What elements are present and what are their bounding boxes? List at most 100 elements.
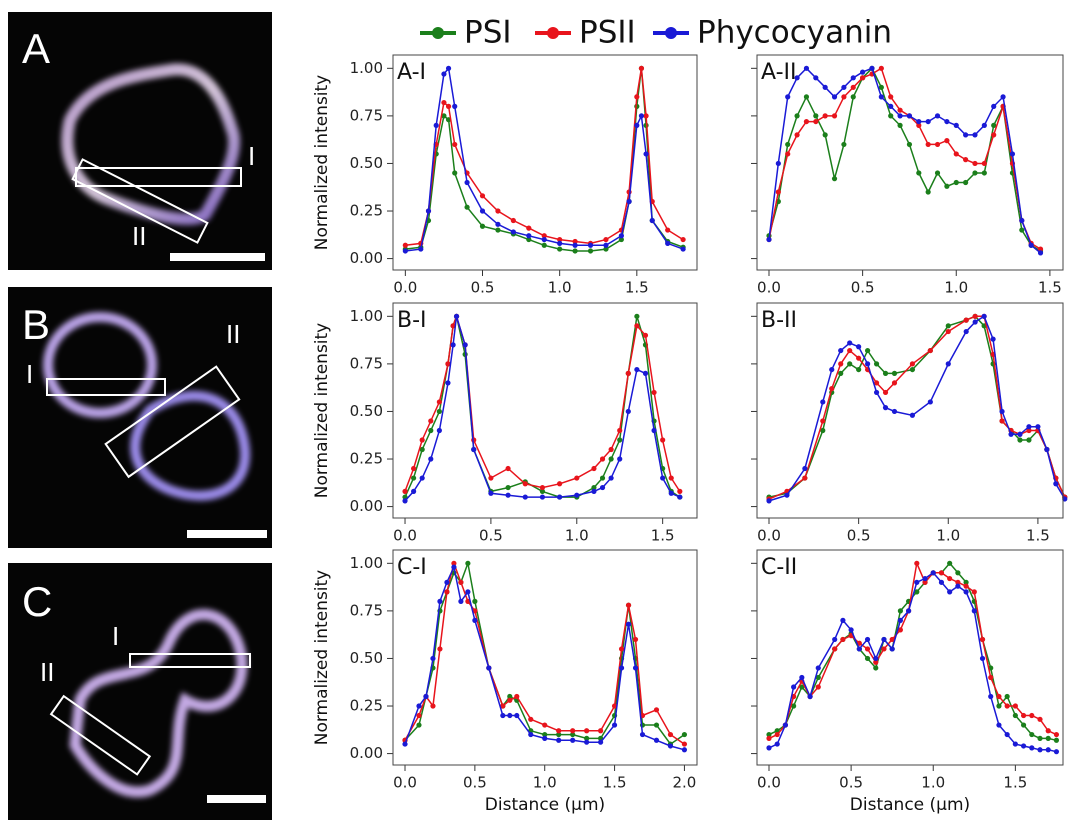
data-point xyxy=(909,412,916,418)
data-point xyxy=(945,328,951,335)
data-point xyxy=(840,617,846,623)
chart: 0.00 0.25 0.50 0.75 1.00 0.0 0.5 1.0 1.5 B-I Norma… xyxy=(312,302,698,545)
cell xyxy=(61,63,241,226)
data-point xyxy=(634,122,640,128)
data-point xyxy=(505,465,511,472)
panel-letter: A xyxy=(22,25,50,72)
data-point xyxy=(971,608,977,614)
data-point xyxy=(864,655,871,662)
data-point xyxy=(528,716,534,722)
data-point xyxy=(972,170,978,176)
y-tick-label: 0.00 xyxy=(350,744,383,762)
data-point xyxy=(618,646,625,652)
data-point xyxy=(437,598,443,604)
data-point xyxy=(971,589,977,595)
data-point xyxy=(991,103,997,109)
data-point xyxy=(829,366,835,373)
data-point xyxy=(618,233,624,239)
data-point xyxy=(882,405,889,411)
data-point xyxy=(766,236,772,243)
data-point xyxy=(450,342,456,348)
data-point xyxy=(668,475,674,481)
data-point xyxy=(766,745,772,751)
data-point xyxy=(510,229,516,235)
data-point xyxy=(916,170,922,176)
data-point xyxy=(774,741,780,747)
data-point xyxy=(639,731,646,738)
panel-title: B-I xyxy=(397,308,427,333)
data-point xyxy=(1028,242,1034,248)
data-point xyxy=(591,488,597,494)
data-point xyxy=(953,122,959,128)
data-point xyxy=(444,589,450,595)
data-point xyxy=(925,189,931,195)
data-point xyxy=(888,103,894,109)
x-tick-label: 1.5 xyxy=(1003,774,1027,792)
data-point xyxy=(500,703,506,709)
panel-title: B-II xyxy=(761,308,797,333)
data-point xyxy=(643,151,649,157)
data-point xyxy=(665,227,671,233)
data-point xyxy=(1004,693,1010,700)
data-point xyxy=(584,739,590,745)
data-point xyxy=(820,427,826,434)
data-point xyxy=(864,646,871,652)
data-point xyxy=(873,665,879,671)
x-tick-label: 1.0 xyxy=(548,279,572,297)
cell xyxy=(43,312,157,418)
data-point xyxy=(832,636,838,643)
legend-label: Phycocyanin xyxy=(697,15,892,51)
data-point xyxy=(625,602,632,608)
roi-box xyxy=(49,694,152,776)
data-point xyxy=(820,418,826,424)
data-point xyxy=(452,170,458,176)
data-point xyxy=(1020,743,1027,749)
data-point xyxy=(479,208,486,214)
data-point xyxy=(488,475,494,481)
data-point xyxy=(860,69,866,75)
data-point xyxy=(436,408,442,415)
data-point xyxy=(1026,424,1032,430)
legend-marker xyxy=(432,27,444,39)
data-point xyxy=(934,141,941,148)
data-point xyxy=(603,246,609,252)
data-point xyxy=(634,366,640,373)
data-point xyxy=(873,361,880,367)
plot-frame xyxy=(392,549,698,766)
data-point xyxy=(934,113,941,119)
data-point xyxy=(906,608,912,614)
plot-frame xyxy=(756,302,1064,519)
panel-title: C-I xyxy=(397,555,427,580)
data-point xyxy=(869,65,875,71)
data-point xyxy=(909,361,916,367)
chart: 0.0 0.5 1.0 1.5 B-II xyxy=(751,302,1068,545)
data-point xyxy=(802,465,808,472)
data-point xyxy=(522,494,528,500)
data-point xyxy=(522,481,528,487)
legend-marker xyxy=(665,27,677,39)
data-point xyxy=(813,75,819,81)
data-point xyxy=(500,712,506,719)
data-point xyxy=(914,579,920,585)
data-point xyxy=(934,170,941,176)
y-axis-label: Normalized intensity xyxy=(312,570,332,746)
data-point xyxy=(608,475,614,481)
data-point xyxy=(860,75,866,81)
data-point xyxy=(1053,737,1060,743)
data-point xyxy=(878,94,884,100)
data-point xyxy=(507,697,513,703)
data-point xyxy=(963,328,969,335)
data-point xyxy=(999,408,1005,415)
data-point xyxy=(653,737,660,743)
data-point xyxy=(882,389,889,396)
series-line xyxy=(768,315,1066,500)
data-point xyxy=(981,122,987,128)
plot-frame xyxy=(392,54,698,271)
data-point xyxy=(873,659,879,665)
data-point xyxy=(1037,716,1043,722)
data-point xyxy=(831,94,838,100)
series-line xyxy=(405,66,684,252)
data-point xyxy=(584,728,590,734)
data-point xyxy=(953,179,959,186)
data-point xyxy=(450,323,456,329)
